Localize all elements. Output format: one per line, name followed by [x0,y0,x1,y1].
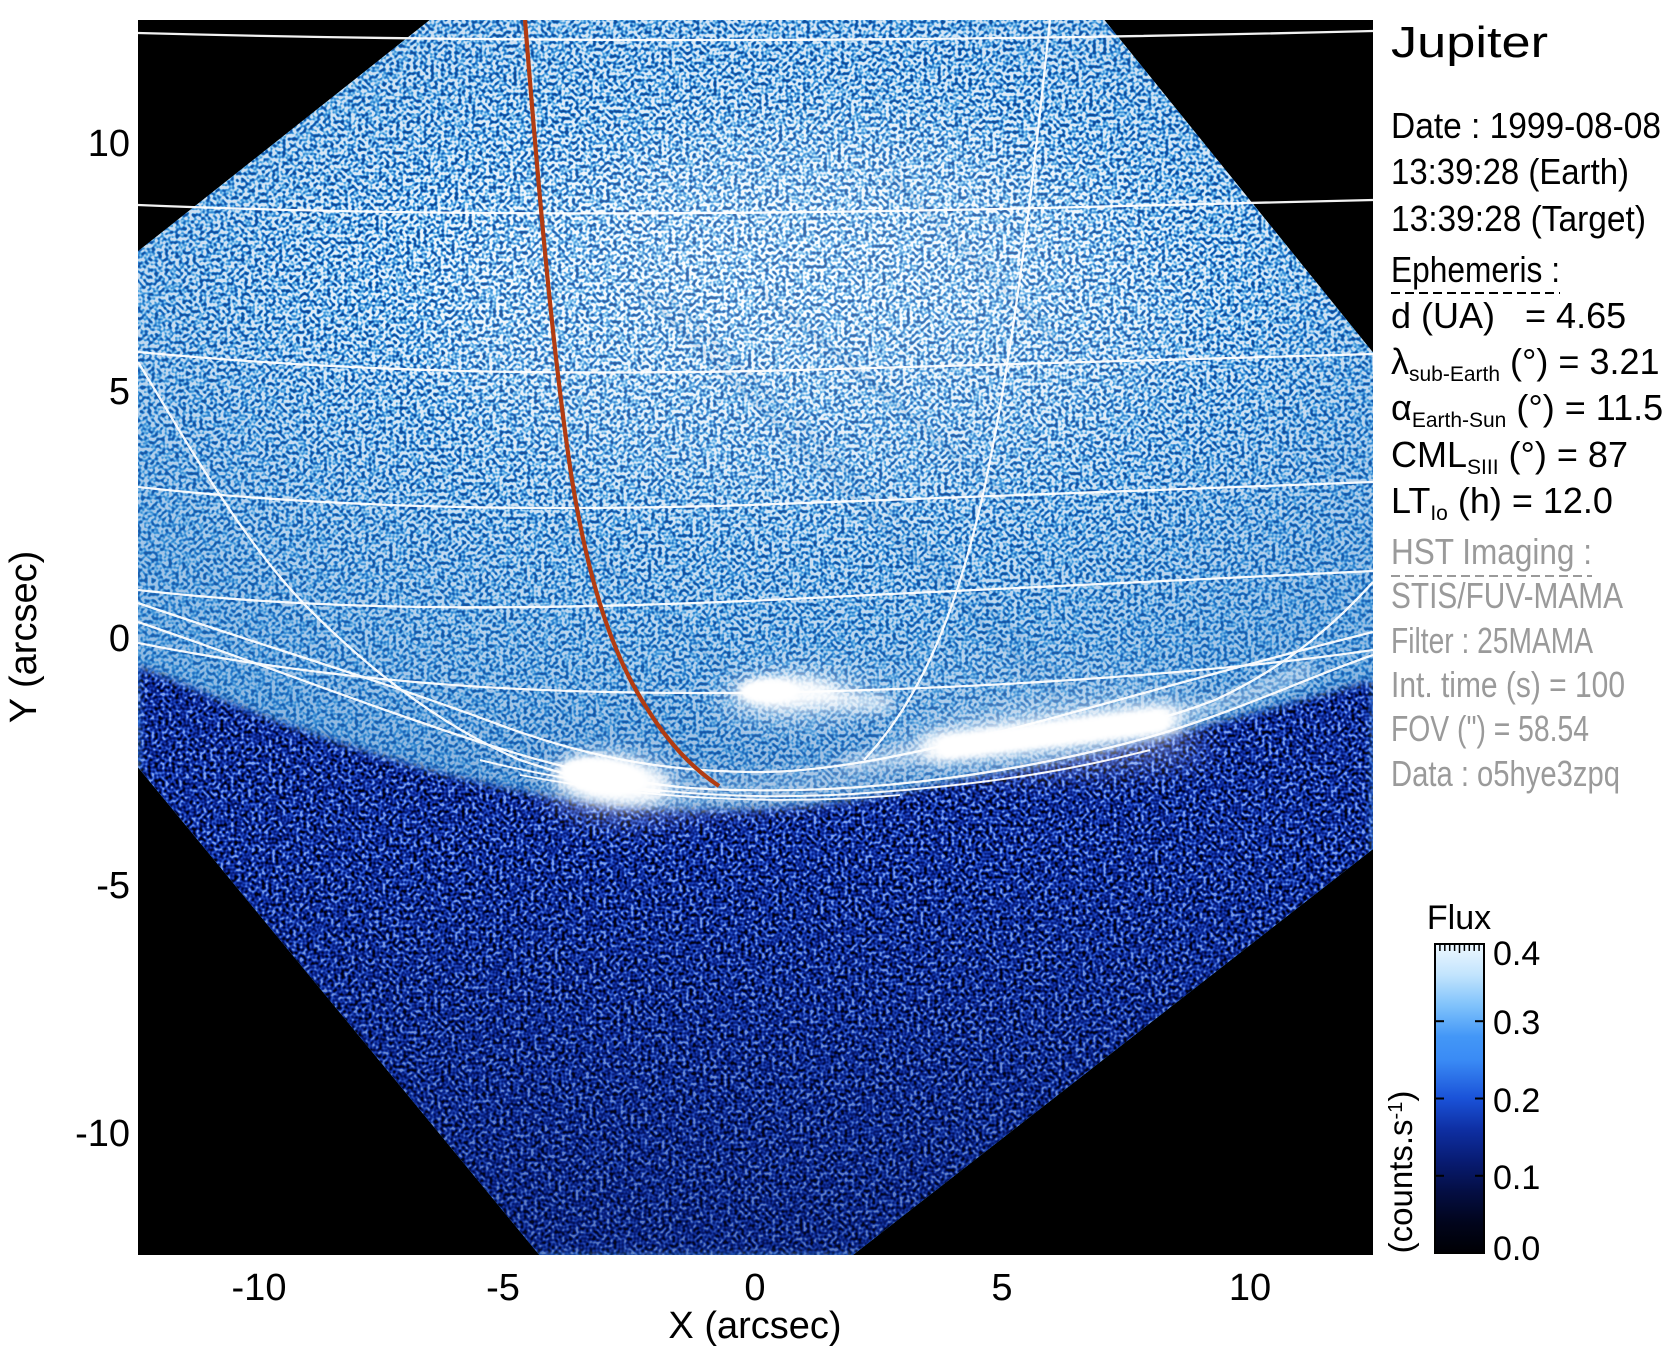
svg-text:5: 5 [991,1267,1012,1309]
svg-text:Ephemeris :: Ephemeris : [1391,249,1560,290]
svg-text:-10: -10 [75,1113,130,1155]
svg-text:STIS/FUV-MAMA: STIS/FUV-MAMA [1391,575,1623,616]
svg-text:-5: -5 [486,1267,520,1309]
svg-text:10: 10 [1229,1267,1271,1309]
svg-text:HST Imaging :: HST Imaging : [1391,531,1592,572]
svg-text:d (UA) = 4.65: d (UA) = 4.65 [1391,295,1626,336]
svg-text:X (arcsec): X (arcsec) [668,1305,841,1347]
svg-text:-10: -10 [232,1267,287,1309]
svg-text:0.0: 0.0 [1493,1230,1540,1268]
svg-text:Data : o5hye3zpq: Data : o5hye3zpq [1391,753,1620,794]
svg-text:-5: -5 [96,865,130,907]
svg-text:0: 0 [109,618,130,660]
svg-text:Date : 1999-08-08: Date : 1999-08-08 [1391,105,1661,146]
svg-text:CMLSIII (°) = 87: CMLSIII (°) = 87 [1391,434,1628,479]
svg-text:13:39:28 (Target): 13:39:28 (Target) [1391,198,1646,239]
svg-text:5: 5 [109,371,130,413]
svg-text:0.1: 0.1 [1493,1159,1540,1197]
svg-text:αEarth-Sun (°) = 11.5: αEarth-Sun (°) = 11.5 [1391,387,1663,432]
svg-text:Filter : 25MAMA: Filter : 25MAMA [1391,620,1593,661]
svg-text:LTIo (h) = 12.0: LTIo (h) = 12.0 [1391,480,1613,525]
svg-text:FOV (") = 58.54: FOV (") = 58.54 [1391,708,1589,749]
svg-text:0: 0 [744,1267,765,1309]
svg-text:13:39:28 (Earth): 13:39:28 (Earth) [1391,151,1629,192]
svg-text:0.3: 0.3 [1493,1004,1540,1042]
svg-text:0.2: 0.2 [1493,1082,1540,1120]
svg-text:Y (arcsec): Y (arcsec) [3,551,45,723]
svg-text:10: 10 [88,123,130,165]
svg-text:Jupiter: Jupiter [1391,18,1548,67]
svg-text:Flux: Flux [1427,899,1491,937]
svg-text:0.4: 0.4 [1493,935,1540,973]
svg-text:Int. time (s) = 100: Int. time (s) = 100 [1391,664,1625,705]
